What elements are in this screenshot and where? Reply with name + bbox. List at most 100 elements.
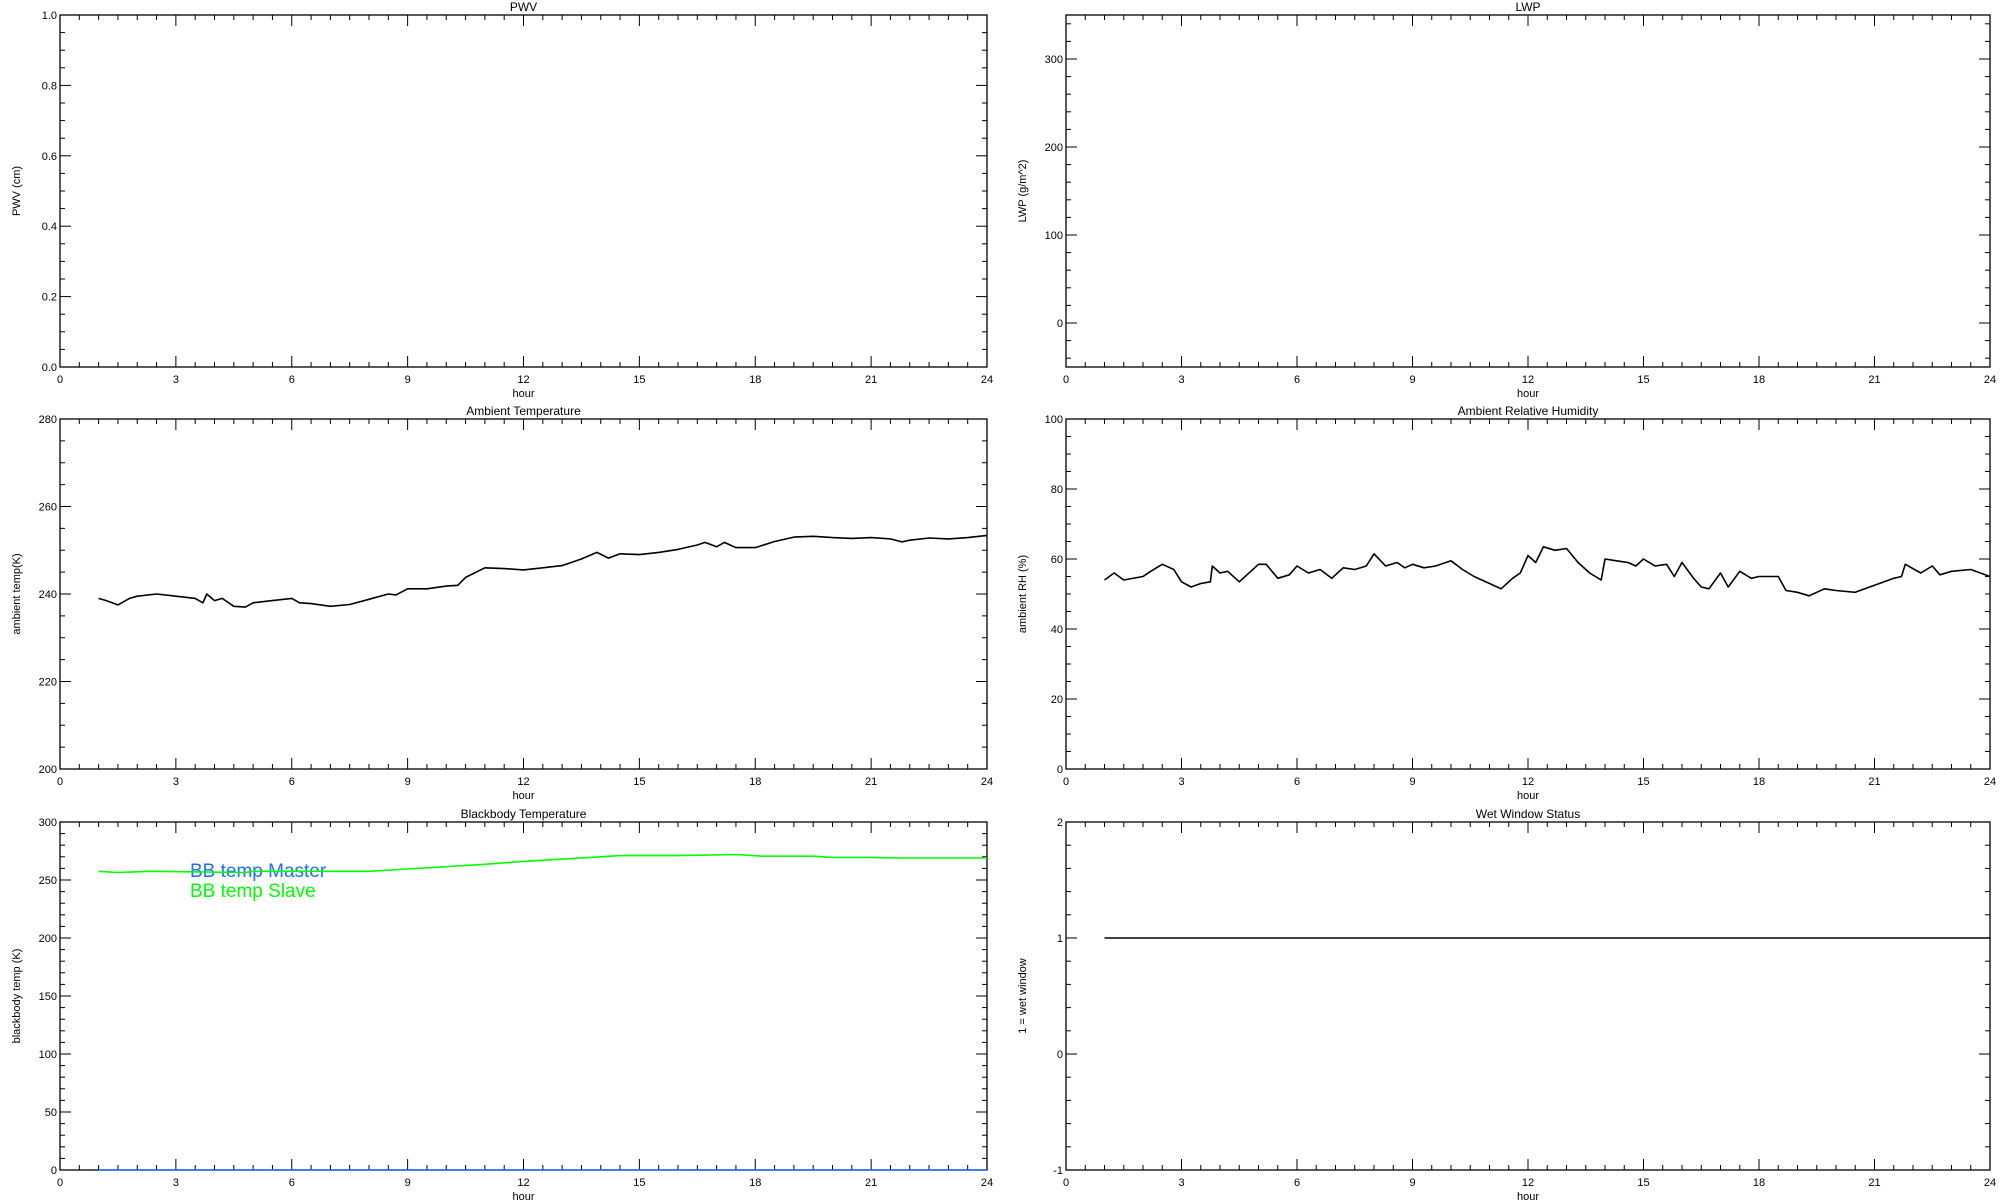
y-tick-label: 0	[1057, 1049, 1063, 1061]
y-tick-label: 220	[39, 677, 57, 689]
x-axis-label: hour	[1517, 1191, 1539, 1200]
chart-title: Wet Window Status	[1476, 807, 1580, 821]
plot-frame	[59, 14, 988, 368]
x-tick-label: 12	[517, 374, 529, 386]
series-line-0	[1104, 545, 1991, 597]
x-tick-label: 12	[517, 1177, 529, 1189]
x-tick-label: 18	[749, 1177, 761, 1189]
x-tick-label: 21	[865, 374, 877, 386]
x-tick-label: 0	[1063, 1177, 1069, 1189]
chart-panel-4: Blackbody Temperature hour blackbody temp …	[11, 807, 993, 1200]
x-tick-label: 9	[1409, 374, 1415, 386]
y-axis-label: blackbody temp (K)	[11, 949, 23, 1044]
x-tick-label: 6	[1294, 1177, 1300, 1189]
x-tick-label: 0	[1063, 776, 1069, 788]
x-axis-label: hour	[1517, 388, 1539, 400]
y-tick-label: 150	[39, 991, 57, 1003]
y-tick-label: 0.8	[42, 80, 57, 92]
ticks	[1065, 821, 1991, 1171]
x-axis-label: hour	[512, 388, 534, 400]
y-tick-label: 300	[1045, 54, 1063, 66]
x-tick-label: 12	[1522, 776, 1534, 788]
y-tick-label: 100	[1045, 230, 1063, 242]
ticks	[59, 418, 988, 770]
chart-title: PWV	[510, 0, 537, 14]
plot-frame	[59, 418, 988, 770]
series-line-1	[98, 853, 987, 874]
x-tick-label: 3	[1178, 776, 1184, 788]
y-axis-label: ambient RH (%)	[1017, 555, 1029, 633]
x-tick-label: 24	[981, 776, 993, 788]
x-tick-label: 18	[749, 776, 761, 788]
y-axis-label: PWV (cm)	[11, 166, 23, 216]
chart-title: Ambient Temperature	[466, 404, 581, 418]
y-tick-label: 0.4	[42, 221, 57, 233]
x-tick-label: 21	[1868, 776, 1880, 788]
x-axis-label: hour	[1517, 790, 1539, 802]
ticks	[1065, 15, 1991, 367]
x-tick-label: 6	[1294, 776, 1300, 788]
y-tick-label: 200	[39, 933, 57, 945]
x-tick-label: 12	[1522, 1177, 1534, 1189]
x-tick-label: 24	[1984, 776, 1996, 788]
chart-title: Ambient Relative Humidity	[1458, 404, 1599, 418]
plot-frame	[1065, 14, 1991, 368]
y-tick-label: 0	[1057, 318, 1063, 330]
x-tick-label: 6	[289, 1177, 295, 1189]
x-tick-label: 3	[173, 776, 179, 788]
x-tick-label: 24	[1984, 374, 1996, 386]
x-tick-label: 15	[633, 1177, 645, 1189]
y-tick-label: 1	[1057, 933, 1063, 945]
x-tick-label: 15	[1637, 1177, 1649, 1189]
y-tick-label: 20	[1051, 694, 1063, 706]
y-tick-label: -1	[1053, 1165, 1063, 1177]
y-tick-label: 0	[1057, 764, 1063, 776]
y-tick-label: 200	[39, 764, 57, 776]
x-tick-label: 0	[57, 374, 63, 386]
x-tick-label: 0	[57, 776, 63, 788]
x-tick-label: 12	[1522, 374, 1534, 386]
chart-panel-1: LWP hour LWP (g/m^2) 0 3 6 9 12 15 18 21 24 0 100 200 3…	[1017, 0, 1996, 400]
x-tick-label: 3	[173, 1177, 179, 1189]
y-tick-label: 100	[39, 1049, 57, 1061]
chart-panel-0: PWV hour PWV (cm) 0 3 6 9 12 15 18 21 24 0.0 0.2 0.4 0.…	[11, 0, 993, 400]
chart-title: LWP	[1515, 0, 1540, 14]
x-tick-label: 24	[981, 374, 993, 386]
y-tick-label: 40	[1051, 624, 1063, 636]
x-tick-label: 21	[865, 1177, 877, 1189]
x-tick-label: 15	[1637, 776, 1649, 788]
chart-panel-2: Ambient Temperature hour ambient temp(K) 0 3…	[11, 404, 993, 802]
x-tick-label: 3	[173, 374, 179, 386]
x-tick-label: 12	[517, 776, 529, 788]
y-tick-label: 240	[39, 589, 57, 601]
y-axis-label: LWP (g/m^2)	[1017, 160, 1029, 223]
x-tick-label: 21	[1868, 1177, 1880, 1189]
y-tick-label: 1.0	[42, 10, 57, 22]
chart-panel-3: Ambient Relative Humidity hour ambient RH …	[1017, 404, 1996, 802]
x-tick-label: 21	[865, 776, 877, 788]
y-tick-label: 200	[1045, 142, 1063, 154]
y-tick-label: 60	[1051, 554, 1063, 566]
x-axis-label: hour	[512, 1191, 534, 1200]
x-tick-label: 18	[1753, 776, 1765, 788]
plot-frame	[1065, 821, 1991, 1171]
x-tick-label: 3	[1178, 374, 1184, 386]
legend-entry-1: BB temp Slave	[190, 881, 316, 902]
chart-panel-5: Wet Window Status hour 1 = wet window 0 3 6 9 1…	[1017, 807, 1996, 1200]
y-tick-label: 100	[1045, 414, 1063, 426]
x-tick-label: 21	[1868, 374, 1880, 386]
chart-title: Blackbody Temperature	[461, 807, 587, 821]
y-tick-label: 260	[39, 502, 57, 514]
x-tick-label: 18	[1753, 374, 1765, 386]
x-tick-label: 15	[1637, 374, 1649, 386]
x-tick-label: 0	[57, 1177, 63, 1189]
x-tick-label: 18	[749, 374, 761, 386]
y-tick-label: 0	[51, 1165, 57, 1177]
x-tick-label: 9	[405, 1177, 411, 1189]
x-tick-label: 24	[981, 1177, 993, 1189]
y-axis-label: 1 = wet window	[1017, 958, 1029, 1034]
y-tick-label: 80	[1051, 484, 1063, 496]
y-tick-label: 280	[39, 414, 57, 426]
plot-frame	[1065, 418, 1991, 770]
